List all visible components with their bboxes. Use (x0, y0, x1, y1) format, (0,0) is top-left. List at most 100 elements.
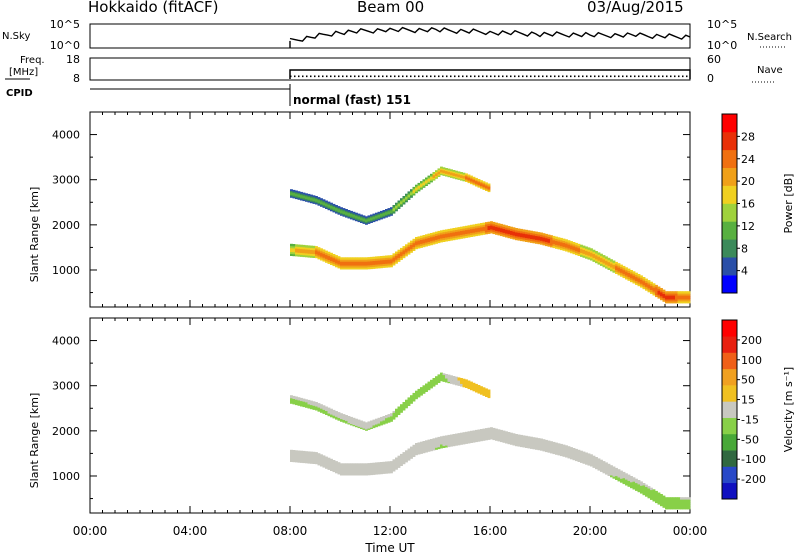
band-0-cell (425, 238, 428, 241)
colorbar-tick-label-6: 4 (741, 265, 748, 278)
band-0-cell (300, 244, 303, 248)
band-0-cell (312, 451, 316, 455)
band-0-cell (467, 435, 471, 438)
band-1-cell (300, 404, 303, 407)
band-1-cell (417, 388, 421, 391)
band-1-cell (442, 171, 446, 174)
band-1-cell (480, 184, 483, 186)
band-0-cell (540, 444, 543, 447)
band-0-cell (380, 263, 383, 267)
band-1-cell (432, 173, 436, 176)
band-0-cell (580, 250, 583, 253)
band-1-cell (410, 396, 413, 399)
band-1-cell (382, 418, 386, 421)
band-0-cell (557, 243, 561, 246)
band-1-cell (290, 189, 293, 191)
band-0-cell (595, 466, 598, 470)
band-0-cell (565, 451, 568, 454)
band-0-cell (332, 257, 336, 261)
band-1-cell (397, 409, 401, 411)
band-0-cell (330, 260, 333, 264)
band-1-cell (292, 191, 296, 193)
band-1-cell (322, 200, 326, 203)
band-0-cell (557, 245, 561, 248)
band-1-cell (337, 412, 341, 414)
band-0-cell (315, 255, 318, 259)
noise-strip-frame (89, 23, 691, 49)
band-1-cell (470, 384, 473, 387)
band-1-cell (302, 398, 306, 401)
band-0-cell (445, 239, 448, 242)
band-0-cell (455, 443, 458, 446)
band-0-cell (422, 244, 426, 248)
band-0-cell (357, 257, 361, 260)
y-axis-label: Slant Range [km] (28, 393, 41, 489)
band-0-cell (562, 444, 566, 447)
band-1-cell (320, 205, 323, 207)
band-0-cell (602, 264, 606, 268)
band-1-cell (370, 215, 373, 218)
band-0-cell (392, 253, 396, 256)
band-0-cell (432, 232, 436, 235)
band-0-cell (590, 248, 593, 251)
band-1-cell (420, 185, 423, 187)
band-1-cell (307, 406, 311, 409)
band-1-cell (487, 184, 491, 187)
band-1-cell (442, 174, 446, 176)
band-0-cell (630, 476, 633, 479)
band-1-cell (370, 425, 373, 428)
band-0-cell (685, 497, 688, 500)
band-1-cell (440, 169, 443, 172)
band-0-cell (335, 465, 338, 468)
band-1-cell (397, 203, 401, 205)
band-1-cell (345, 209, 348, 211)
y-tick-label-1: 2000 (52, 219, 80, 232)
band-1-cell (317, 198, 321, 201)
band-0-cell (350, 267, 353, 270)
band-0-cell (617, 479, 621, 482)
band-0-cell (632, 483, 636, 486)
band-0-cell (342, 469, 346, 472)
band-0-cell (527, 236, 531, 239)
band-1-cell (422, 385, 426, 388)
band-0-cell (517, 238, 521, 241)
band-0-cell (420, 239, 423, 242)
band-1-cell (455, 177, 458, 180)
band-0-cell (345, 265, 348, 268)
band-1-cell (477, 390, 481, 393)
band-1-cell (425, 383, 428, 386)
band-0-cell (470, 436, 473, 440)
band-0-cell (637, 480, 641, 483)
band-1-cell (457, 174, 461, 176)
band-1-cell (430, 173, 433, 176)
band-0-cell (497, 433, 501, 436)
band-0-cell (322, 461, 326, 464)
band-1-cell (297, 399, 301, 402)
band-1-cell (350, 213, 353, 216)
band-0-cell (515, 441, 518, 445)
band-1-cell (472, 382, 476, 385)
band-0-cell (647, 282, 651, 285)
band-0-cell (310, 245, 313, 248)
band-0-cell (580, 458, 583, 461)
band-0-cell (602, 257, 606, 260)
band-0-cell (500, 429, 503, 433)
colorbar-segment-2 (722, 450, 737, 467)
band-0-cell (305, 457, 308, 460)
band-0-cell (430, 242, 433, 246)
band-0-cell (390, 259, 393, 262)
band-0-cell (322, 459, 326, 462)
band-0-cell (660, 293, 663, 297)
band-0-cell (347, 463, 351, 466)
band-0-cell (660, 503, 663, 507)
colorbar-segment-7 (722, 368, 737, 386)
band-0-cell (357, 267, 361, 270)
band-0-cell (432, 440, 436, 443)
band-0-cell (560, 237, 563, 241)
band-0-cell (490, 229, 493, 232)
band-1-cell (405, 406, 408, 409)
band-0-cell (627, 268, 631, 271)
band-0-cell (675, 507, 678, 510)
band-1-cell (457, 377, 461, 380)
band-0-cell (560, 453, 563, 457)
